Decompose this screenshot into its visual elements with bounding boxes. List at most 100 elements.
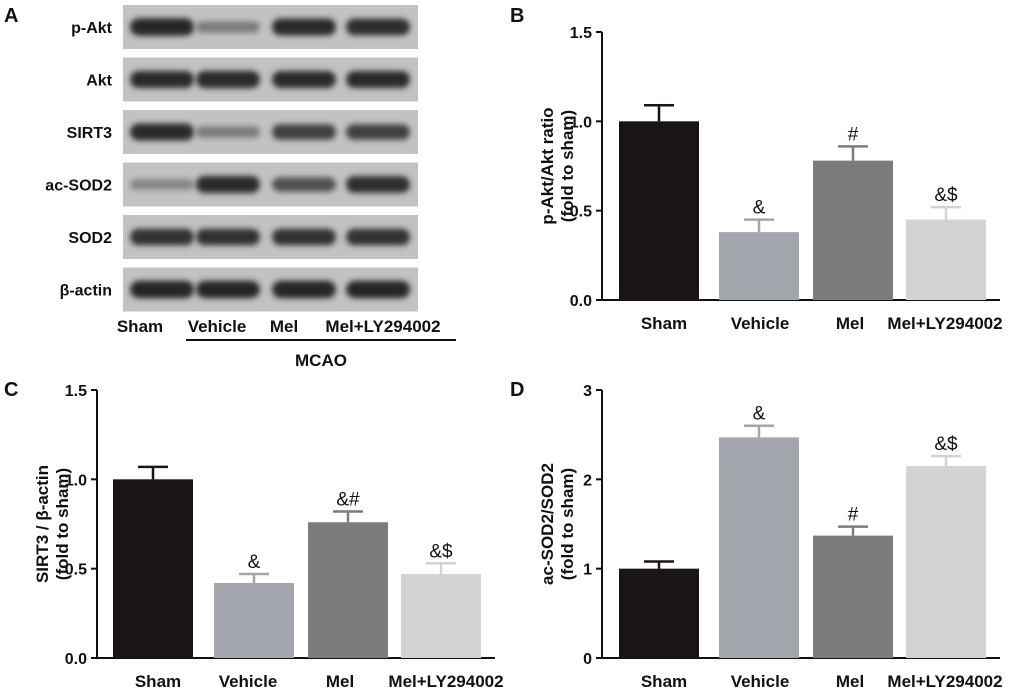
blot-band (130, 228, 194, 246)
panel-letter-d: D (510, 379, 524, 401)
blot-band (130, 70, 194, 89)
blot-band (196, 126, 260, 138)
significance-mark: & (248, 552, 261, 573)
bar (719, 232, 799, 300)
blot-band-label: SIRT3 (67, 125, 112, 142)
blot-lane-label: Vehicle (188, 317, 247, 336)
bar (113, 479, 193, 658)
panel-letter-b: B (510, 5, 524, 27)
blot-band (130, 123, 194, 141)
significance-mark: &$ (934, 185, 958, 206)
y-tick-label: 0 (583, 651, 592, 668)
y-tick-label: 1 (583, 562, 592, 579)
western-blot-panel: p-Akt Akt SIRT3 ac-SOD2 SOD2 β-actin Sham Vehic… (45, 5, 456, 370)
y-axis-label: ac-SOD2/SOD2 (538, 463, 557, 585)
blot-band-label: SOD2 (68, 230, 112, 247)
blot-band-label: ac-SOD2 (45, 178, 112, 195)
x-category-label: Mel (836, 672, 864, 691)
significance-mark: # (848, 505, 859, 526)
blot-band (196, 70, 260, 89)
significance-mark: # (848, 124, 859, 145)
bar (906, 465, 986, 658)
bar (719, 437, 799, 658)
blot-band (196, 21, 260, 33)
x-category-label: Mel+LY294002 (887, 672, 1002, 691)
bar (619, 568, 699, 658)
x-category-label: Mel (326, 672, 354, 691)
bar (619, 121, 699, 300)
x-category-label: Sham (641, 672, 687, 691)
significance-mark: & (753, 404, 766, 425)
x-category-label: Vehicle (219, 672, 278, 691)
blot-band (272, 18, 336, 36)
chart-sirt3-beta-actin: 0.0 0.5 1.0 1.5 SIRT3 / β-actin (fold to sham… (33, 383, 504, 691)
x-category-label: Mel+LY294002 (887, 314, 1002, 333)
blot-band-label: Akt (86, 73, 112, 90)
y-tick-label: 1.5 (65, 383, 87, 400)
y-tick-label: 1.5 (570, 25, 592, 42)
bar (308, 522, 388, 658)
blot-row: Akt (86, 57, 418, 102)
blot-band (272, 124, 336, 140)
blot-lane-label: Mel (270, 317, 298, 336)
y-tick-label: 2 (583, 472, 592, 489)
blot-band (130, 179, 194, 190)
blot-band (346, 70, 410, 89)
x-category-label: Mel (836, 314, 864, 333)
mcao-group-label: MCAO (295, 351, 347, 370)
y-axis-label: p-Akt/Akt ratio (538, 107, 557, 224)
blot-band (272, 280, 336, 299)
y-tick-label: 1.0 (570, 114, 592, 131)
bar (813, 535, 893, 658)
x-category-label: Sham (641, 314, 687, 333)
blot-row: β-actin (60, 267, 418, 312)
panel-letter-a: A (4, 5, 18, 27)
blot-band (272, 177, 336, 192)
blot-band (346, 176, 410, 193)
y-tick-label: 3 (583, 383, 592, 400)
significance-mark: &$ (429, 541, 453, 562)
blot-row: p-Akt (71, 5, 418, 49)
y-tick-label: 0.5 (65, 562, 87, 579)
blot-band (196, 228, 260, 246)
blot-band (272, 70, 336, 89)
y-axis-label: (fold to sham) (558, 468, 577, 580)
chart-p-akt-akt-ratio: 0.0 0.5 1.0 1.5 p-Akt/Akt ratio (fold to sham… (538, 25, 1003, 333)
blot-band (196, 175, 260, 194)
y-tick-label: 0.0 (65, 651, 87, 668)
bar (401, 574, 481, 658)
panel-letter-c: C (4, 379, 18, 401)
blot-band (346, 124, 410, 140)
blot-band (130, 18, 194, 36)
y-axis-label: SIRT3 / β-actin (33, 465, 52, 583)
blot-band (346, 228, 410, 246)
x-category-label: Vehicle (731, 672, 790, 691)
y-axis-label: (fold to sham) (53, 468, 72, 580)
blot-band-label: p-Akt (71, 20, 113, 37)
blot-band (196, 280, 260, 299)
x-category-label: Vehicle (731, 314, 790, 333)
y-axis-label: (fold to sham) (558, 110, 577, 222)
blot-band (346, 280, 410, 299)
blot-lane-label: Mel+LY294002 (325, 317, 440, 336)
bar (906, 219, 986, 300)
significance-mark: &# (336, 489, 360, 510)
blot-band (272, 228, 336, 246)
blot-lane-label: Sham (117, 317, 163, 336)
blot-row: SOD2 (68, 215, 418, 259)
blot-row: ac-SOD2 (45, 162, 418, 207)
blot-band-label: β-actin (60, 283, 112, 300)
y-tick-label: 0.0 (570, 293, 592, 310)
y-tick-label: 0.5 (570, 204, 592, 221)
blot-row: SIRT3 (67, 110, 418, 154)
blot-band (346, 18, 410, 36)
blot-band (130, 280, 194, 299)
x-category-label: Mel+LY294002 (388, 672, 503, 691)
chart-ac-sod2-sod2: 0 1 2 3 ac-SOD2/SOD2 (fold to sham) Sham & Vehic… (538, 383, 1003, 691)
significance-mark: &$ (934, 434, 958, 455)
bar (214, 582, 294, 658)
x-category-label: Sham (135, 672, 181, 691)
y-tick-label: 1.0 (65, 472, 87, 489)
bar (813, 160, 893, 300)
